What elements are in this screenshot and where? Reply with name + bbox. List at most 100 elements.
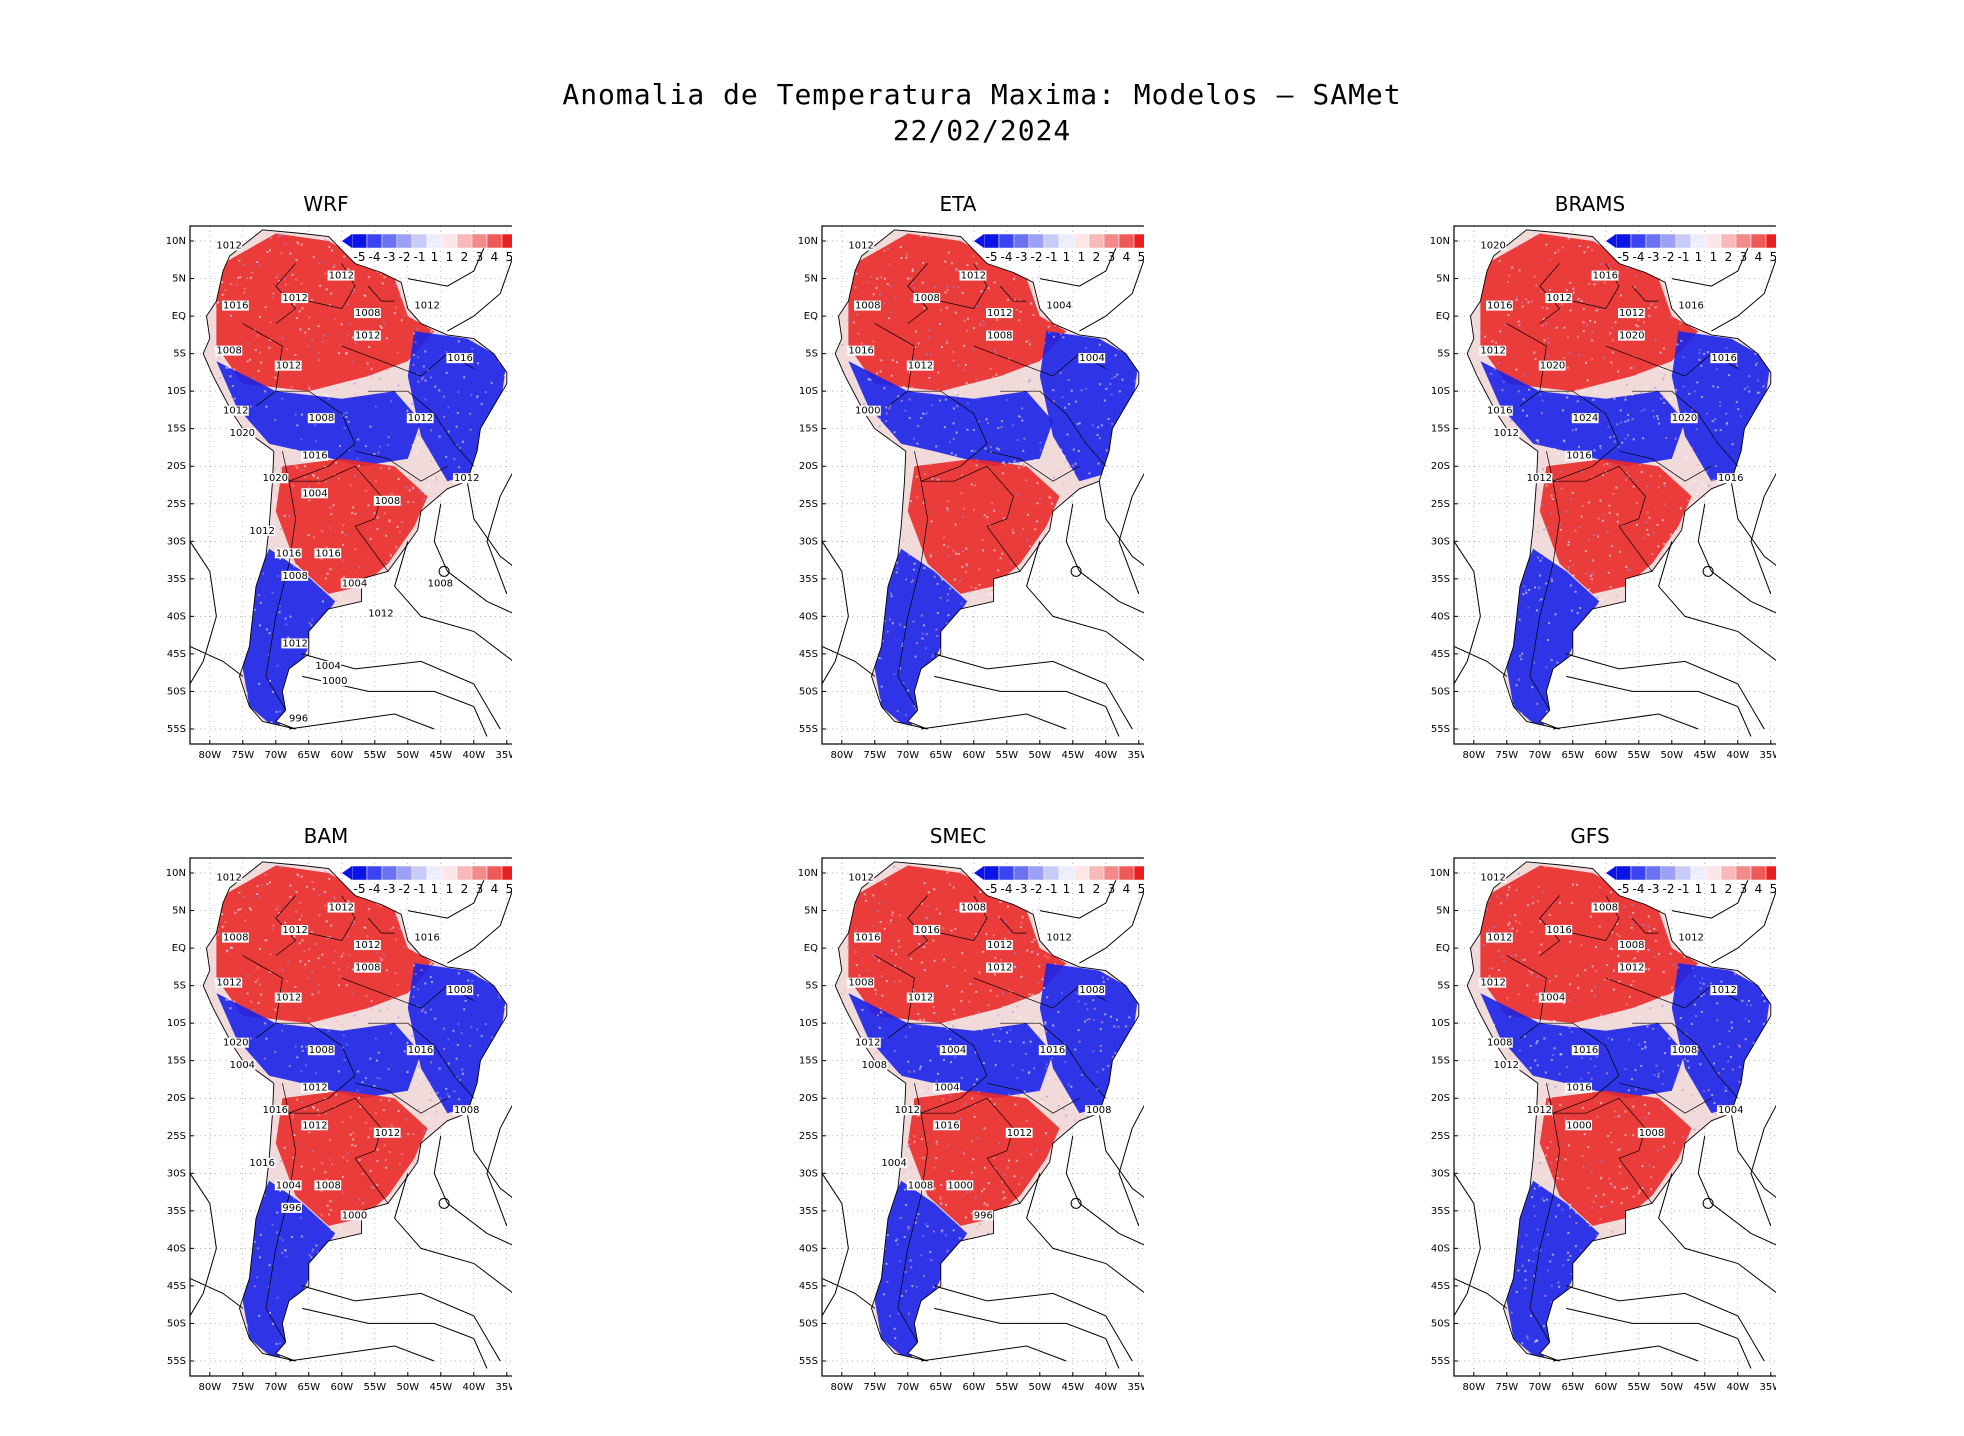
- colorbar-swatch: [1043, 233, 1060, 249]
- colorbar-label: -1: [1046, 250, 1058, 264]
- anomaly-region-central: [848, 361, 1053, 467]
- colorbar-swatch: [351, 233, 368, 249]
- colorbar-label: -5: [354, 250, 366, 264]
- border-line: [921, 1097, 1014, 1159]
- colorbar-swatch: [501, 865, 512, 881]
- isobar-label: 1012: [1527, 473, 1552, 484]
- border-line: [289, 1097, 382, 1159]
- colorbar-label: -2: [1663, 882, 1675, 896]
- lat-tick-label: 45S: [799, 649, 818, 660]
- coastline: [834, 861, 1140, 1362]
- anomaly-region-north: [216, 865, 435, 1024]
- lon-tick-label: 70W: [896, 750, 919, 761]
- lat-tick-label: 55S: [167, 1356, 186, 1367]
- isobar-label: 1012: [276, 361, 301, 372]
- border-line: [367, 917, 395, 934]
- colorbar-swatch: [471, 865, 488, 881]
- lon-tick-label: 70W: [264, 750, 287, 761]
- colorbar-label: -2: [1031, 882, 1043, 896]
- isobar-label: 1012: [216, 241, 241, 252]
- lat-tick-label: 50S: [1431, 1318, 1450, 1329]
- colorbar-label: -3: [1648, 882, 1660, 896]
- lon-tick-label: 70W: [1528, 1382, 1551, 1393]
- isobar: [822, 645, 876, 677]
- colorbar-label: 2: [1093, 250, 1101, 264]
- border-line: [275, 1022, 356, 1114]
- isobar-label: 1012: [276, 993, 301, 1004]
- colorbar-label: 4: [491, 882, 499, 896]
- colorbar-swatch: [396, 865, 413, 881]
- isobar: [920, 1345, 1067, 1362]
- lon-tick-label: 35W: [1127, 1382, 1144, 1393]
- colorbar-label: -4: [1001, 882, 1013, 896]
- anomaly-region-south-central: [1539, 458, 1692, 594]
- colorbar-swatch: [998, 865, 1015, 881]
- lat-tick-label: 10N: [798, 868, 818, 879]
- colorbar: -5 -4 -3 -2 -1 1 1 2 3 4 5: [1606, 865, 1776, 896]
- lon-tick-label: 55W: [1627, 1382, 1650, 1393]
- isobar: [1065, 1135, 1144, 1246]
- isobar-label: 1016: [414, 933, 439, 944]
- colorbar-label: 1: [1063, 882, 1071, 896]
- border-line: [999, 285, 1027, 302]
- lon-tick-label: 60W: [962, 750, 985, 761]
- lat-tick-label: 20S: [1431, 461, 1450, 472]
- border-line: [289, 465, 382, 527]
- isobar-label: 1004: [1046, 301, 1071, 312]
- isobar: [1671, 240, 1752, 287]
- isobar-label: 1004: [881, 1158, 906, 1169]
- colorbar-swatch: [1058, 865, 1075, 881]
- lat-tick-label: 15S: [1431, 424, 1450, 435]
- lon-tick-label: 65W: [929, 750, 952, 761]
- isobar-label: 1004: [1540, 993, 1565, 1004]
- lat-tick-label: 55S: [167, 724, 186, 735]
- lat-tick-label: 30S: [1431, 1168, 1450, 1179]
- isobar: [288, 1345, 435, 1362]
- isobar: [486, 472, 512, 595]
- colorbar-swatch: [1058, 233, 1075, 249]
- lon-tick-label: 55W: [363, 750, 386, 761]
- lat-tick-label: 45S: [1431, 1281, 1450, 1292]
- colorbar-label: 5: [506, 882, 512, 896]
- lat-tick-label: 5S: [805, 349, 818, 360]
- lat-tick-label: 10N: [1430, 236, 1450, 247]
- isobar-label: 1016: [1487, 406, 1512, 417]
- colorbar-swatch: [1133, 233, 1144, 249]
- lat-tick-label: 35S: [1431, 1206, 1450, 1217]
- lon-tick-label: 45W: [1061, 750, 1084, 761]
- anomaly-map: 1012 1008 1016 1016 1012 1012 1012 1008 1012 1008…: [798, 857, 1144, 1393]
- border-line: [1618, 1158, 1653, 1204]
- isobar-label: 1012: [1007, 1128, 1032, 1139]
- lat-tick-label: 5S: [1437, 981, 1450, 992]
- isobar: [486, 1104, 512, 1227]
- isobar: [1730, 481, 1776, 566]
- panel-bam: BAM 1012 1012 1008 1012 1012 1016 1008 1012 1012 1…: [140, 824, 512, 1393]
- figure-date: 22/02/2024: [892, 114, 1072, 147]
- isobar: [1026, 1173, 1144, 1293]
- colorbar-arrow-low: [974, 234, 984, 248]
- lon-tick-label: 45W: [429, 750, 452, 761]
- colorbar-label: -4: [1001, 250, 1013, 264]
- anomaly-region-north: [216, 233, 435, 392]
- isobar-label: 1016: [249, 1158, 274, 1169]
- isobar: [466, 1113, 512, 1198]
- anomaly-map: 1020 1016 1016 1012 1012 1016 1020 1012 1020 1016…: [1430, 225, 1776, 761]
- isobar: [1566, 1285, 1765, 1362]
- isobar-label: 1008: [223, 933, 248, 944]
- isobar: [1065, 503, 1144, 614]
- lat-tick-label: 35S: [1431, 574, 1450, 585]
- isobar: [433, 503, 512, 614]
- isobar-closed: [1702, 565, 1714, 577]
- lat-tick-label: 15S: [799, 1056, 818, 1067]
- border-line: [1529, 1083, 1560, 1343]
- isobar-label: 1012: [368, 608, 393, 619]
- colorbar-swatch: [471, 233, 488, 249]
- lat-tick-label: 55S: [1431, 1356, 1450, 1367]
- isobar-label: 1008: [454, 1105, 479, 1116]
- isobar: [288, 713, 435, 730]
- isobar-label: 1012: [1494, 428, 1519, 439]
- isobar-label: 1012: [282, 925, 307, 936]
- colorbar: -5 -4 -3 -2 -1 1 1 2 3 4 5: [974, 233, 1144, 264]
- border-line: [986, 450, 1080, 482]
- isobar-label: 1008: [862, 1060, 887, 1071]
